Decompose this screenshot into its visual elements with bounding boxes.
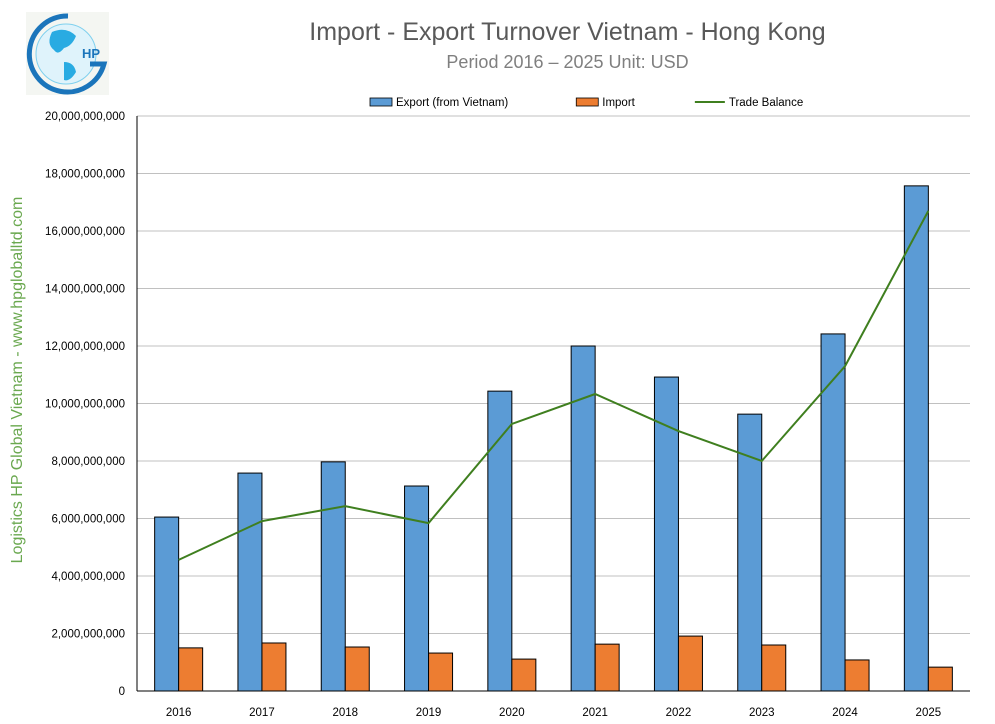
x-tick-label: 2020 xyxy=(499,707,525,719)
legend-label: Export (from Vietnam) xyxy=(396,97,508,109)
x-tick-label: 2022 xyxy=(666,707,692,719)
legend-swatch xyxy=(369,97,393,107)
y-tick-label: 8,000,000,000 xyxy=(51,456,125,468)
legend-swatch xyxy=(575,97,599,107)
x-tick-label: 2023 xyxy=(749,707,775,719)
bar-import xyxy=(844,659,870,692)
bar-import xyxy=(761,644,787,692)
bar-export xyxy=(903,185,929,692)
x-tick-label: 2016 xyxy=(166,707,192,719)
bar-import xyxy=(344,646,370,692)
legend-label: Import xyxy=(602,97,635,109)
bar-export xyxy=(237,472,263,692)
bar-export xyxy=(820,333,846,692)
x-tick-label: 2024 xyxy=(832,707,858,719)
chart-title: Import - Export Turnover Vietnam - Hong … xyxy=(309,18,826,46)
y-tick-label: 2,000,000,000 xyxy=(51,629,125,641)
y-tick-label: 16,000,000,000 xyxy=(45,226,125,238)
y-tick-label: 18,000,000,000 xyxy=(45,169,125,181)
bar-export xyxy=(154,516,180,692)
logo: HP xyxy=(26,12,109,95)
x-tick-label: 2019 xyxy=(416,707,442,719)
x-tick-label: 2018 xyxy=(332,707,358,719)
bar-import xyxy=(178,647,204,692)
x-tick-label: 2017 xyxy=(249,707,275,719)
bar-export xyxy=(653,376,679,692)
bar-import xyxy=(261,642,287,692)
bar-import xyxy=(428,652,454,692)
bar-import xyxy=(677,635,703,692)
bar-export xyxy=(404,485,430,692)
x-tick-label: 2021 xyxy=(582,707,608,719)
y-tick-label: 14,000,000,000 xyxy=(45,284,125,296)
y-tick-label: 10,000,000,000 xyxy=(45,399,125,411)
bar-import xyxy=(594,643,620,692)
y-tick-label: 20,000,000,000 xyxy=(45,111,125,123)
x-tick-label: 2025 xyxy=(916,707,942,719)
bar-export xyxy=(320,461,346,692)
svg-text:HP: HP xyxy=(82,46,100,61)
bar-export xyxy=(487,390,513,692)
legend-label: Trade Balance xyxy=(729,97,803,109)
bar-import xyxy=(927,666,953,692)
y-tick-label: 12,000,000,000 xyxy=(45,341,125,353)
chart-subtitle: Period 2016 – 2025 Unit: USD xyxy=(446,52,689,72)
trade-balance-line xyxy=(178,210,930,561)
bar-export xyxy=(570,345,596,692)
y-tick-label: 4,000,000,000 xyxy=(51,571,125,583)
bar-import xyxy=(511,658,537,692)
y-tick-label: 0 xyxy=(119,686,125,698)
y-tick-label: 6,000,000,000 xyxy=(51,514,125,526)
